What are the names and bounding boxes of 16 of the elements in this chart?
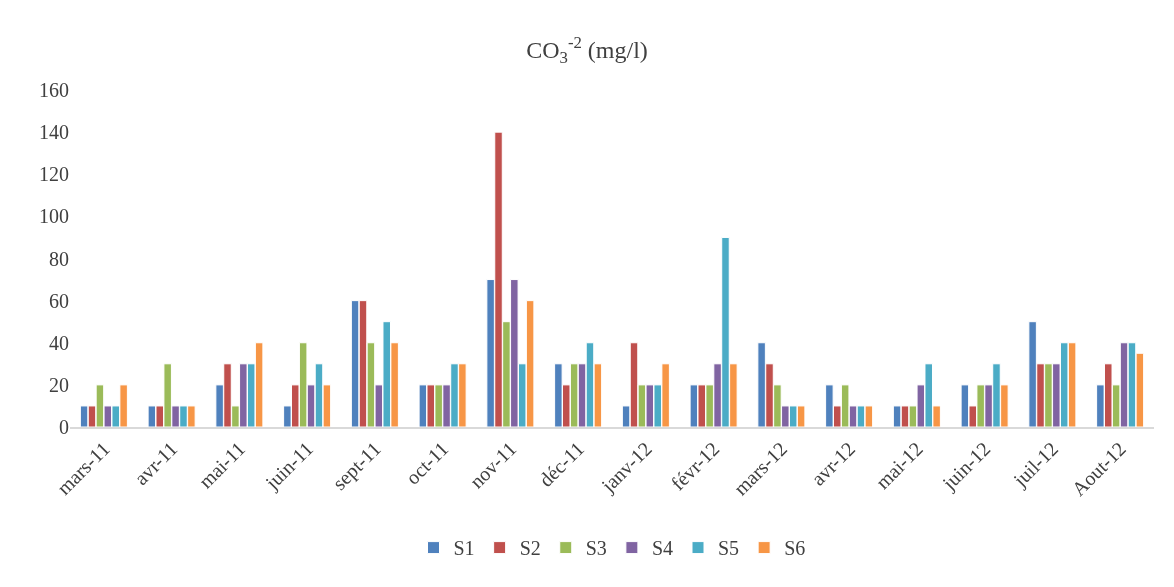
legend-label: S5 bbox=[718, 537, 740, 560]
y-tick-label: 80 bbox=[49, 247, 69, 270]
legend-label: S1 bbox=[453, 537, 475, 560]
y-tick-label: 60 bbox=[49, 289, 69, 312]
y-tick-label: 160 bbox=[39, 79, 69, 101]
y-tick-label: 40 bbox=[49, 331, 69, 354]
legend-label: S6 bbox=[784, 537, 806, 560]
y-tick-label: 100 bbox=[39, 205, 69, 228]
legend-label: S2 bbox=[519, 537, 541, 560]
y-tick-label: 140 bbox=[39, 121, 69, 144]
y-tick-label: 120 bbox=[39, 163, 69, 186]
y-tick-label: 0 bbox=[59, 416, 69, 438]
y-tick-label: 20 bbox=[49, 373, 69, 396]
legend-label: S4 bbox=[651, 537, 673, 560]
chart-title: CO$_{3}$$^{-2}$ (mg/l) bbox=[526, 32, 648, 67]
legend-label: S3 bbox=[585, 537, 607, 560]
